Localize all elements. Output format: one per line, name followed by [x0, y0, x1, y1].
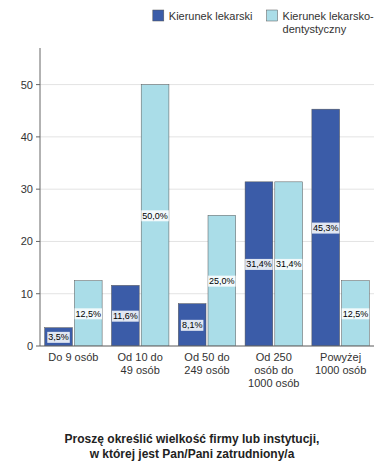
data-label-bg [208, 276, 236, 287]
data-label-bg [245, 259, 273, 270]
data-label-text: 25,0% [209, 276, 235, 286]
y-axis-line [40, 48, 41, 346]
chart: 0 10 20 30 40 50 3,5% 11,6% 8,1% 31,4% 45,3% 12,5% 5… [0, 0, 384, 471]
legend-swatch [267, 10, 278, 21]
data-label: 11,6% [112, 311, 139, 322]
bar [208, 215, 236, 346]
x-tick-label: Od 10 do49 osób [118, 351, 163, 376]
x-tick-label: Do 9 osób [48, 351, 98, 363]
data-label-bg [312, 223, 340, 234]
bar [45, 328, 73, 346]
data-labels: 3,5% 11,6% 8,1% 31,4% 45,3% 12,5% 50,0% 25,0% 31… [47, 210, 369, 343]
bar [245, 182, 273, 346]
data-label: 12,5% [342, 308, 370, 319]
legend-item: Kierunek lekarski [153, 10, 253, 22]
x-axis-line [40, 346, 374, 347]
data-label-bg [74, 308, 102, 319]
data-label-text: 45,3% [313, 223, 339, 233]
data-label-text: 3,5% [48, 332, 69, 342]
title: Proszę określić wielkość firmy lub insty… [65, 432, 320, 461]
bar [275, 182, 303, 346]
x-tick-label: Powyżej1000 osób [315, 351, 366, 376]
data-label: 3,5% [47, 332, 70, 343]
data-label-text: 11,6% [113, 311, 138, 321]
y-tick-label: 40 [21, 131, 33, 143]
y-tick-label: 10 [21, 288, 33, 300]
y-tick-label: 30 [21, 183, 33, 195]
grid [40, 85, 374, 346]
x-tick-label: Od 50 do249 osób [184, 351, 229, 376]
bar [74, 281, 102, 346]
data-label-bg [181, 320, 204, 331]
y-tick-label: 50 [21, 79, 33, 91]
y-axis: 0 10 20 30 40 50 [21, 48, 40, 352]
data-label: 31,4% [275, 259, 303, 270]
bar [141, 85, 169, 346]
legend-label: Kierunek lekarski [169, 10, 253, 22]
data-label-text: 31,4% [276, 259, 302, 269]
data-label: 50,0% [141, 210, 169, 221]
data-label-text: 50,0% [142, 211, 168, 221]
x-axis: Do 9 osób Od 10 do49 osób Od 50 do249 osób… [40, 346, 374, 389]
data-label: 12,5% [74, 308, 102, 319]
data-label: 8,1% [181, 320, 204, 331]
x-tick-label: Od 250osób do1000 osób [248, 351, 299, 389]
legend-swatch [153, 10, 164, 21]
y-tick [36, 346, 40, 347]
data-label-bg [141, 210, 169, 221]
y-tick-label: 0 [27, 340, 33, 352]
grid-line [40, 346, 374, 347]
y-tick [36, 293, 40, 294]
data-label: 25,0% [208, 276, 236, 287]
y-tick [36, 241, 40, 242]
bar [178, 304, 206, 346]
legend-label: Kierunek lekarsko-dentystyczny [283, 10, 374, 35]
bar [111, 285, 139, 346]
data-label-text: 12,5% [343, 309, 369, 319]
data-label-text: 8,1% [182, 320, 203, 330]
data-label-bg [112, 311, 139, 322]
grid-line [40, 84, 374, 85]
bar [312, 109, 340, 346]
bars [45, 85, 370, 346]
data-label-text: 31,4% [246, 259, 272, 269]
y-tick [36, 136, 40, 137]
legend: Kierunek lekarski Kierunek lekarsko-denty… [153, 10, 374, 35]
bar [342, 281, 370, 346]
y-tick-label: 20 [21, 235, 33, 247]
data-label-text: 12,5% [75, 309, 101, 319]
data-label: 45,3% [312, 223, 340, 234]
data-label-bg [47, 332, 70, 343]
y-tick [36, 84, 40, 85]
data-label: 31,4% [245, 259, 273, 270]
y-tick [36, 189, 40, 190]
legend-item: Kierunek lekarsko-dentystyczny [267, 10, 374, 35]
data-label-bg [275, 259, 303, 270]
data-label-bg [342, 308, 370, 319]
